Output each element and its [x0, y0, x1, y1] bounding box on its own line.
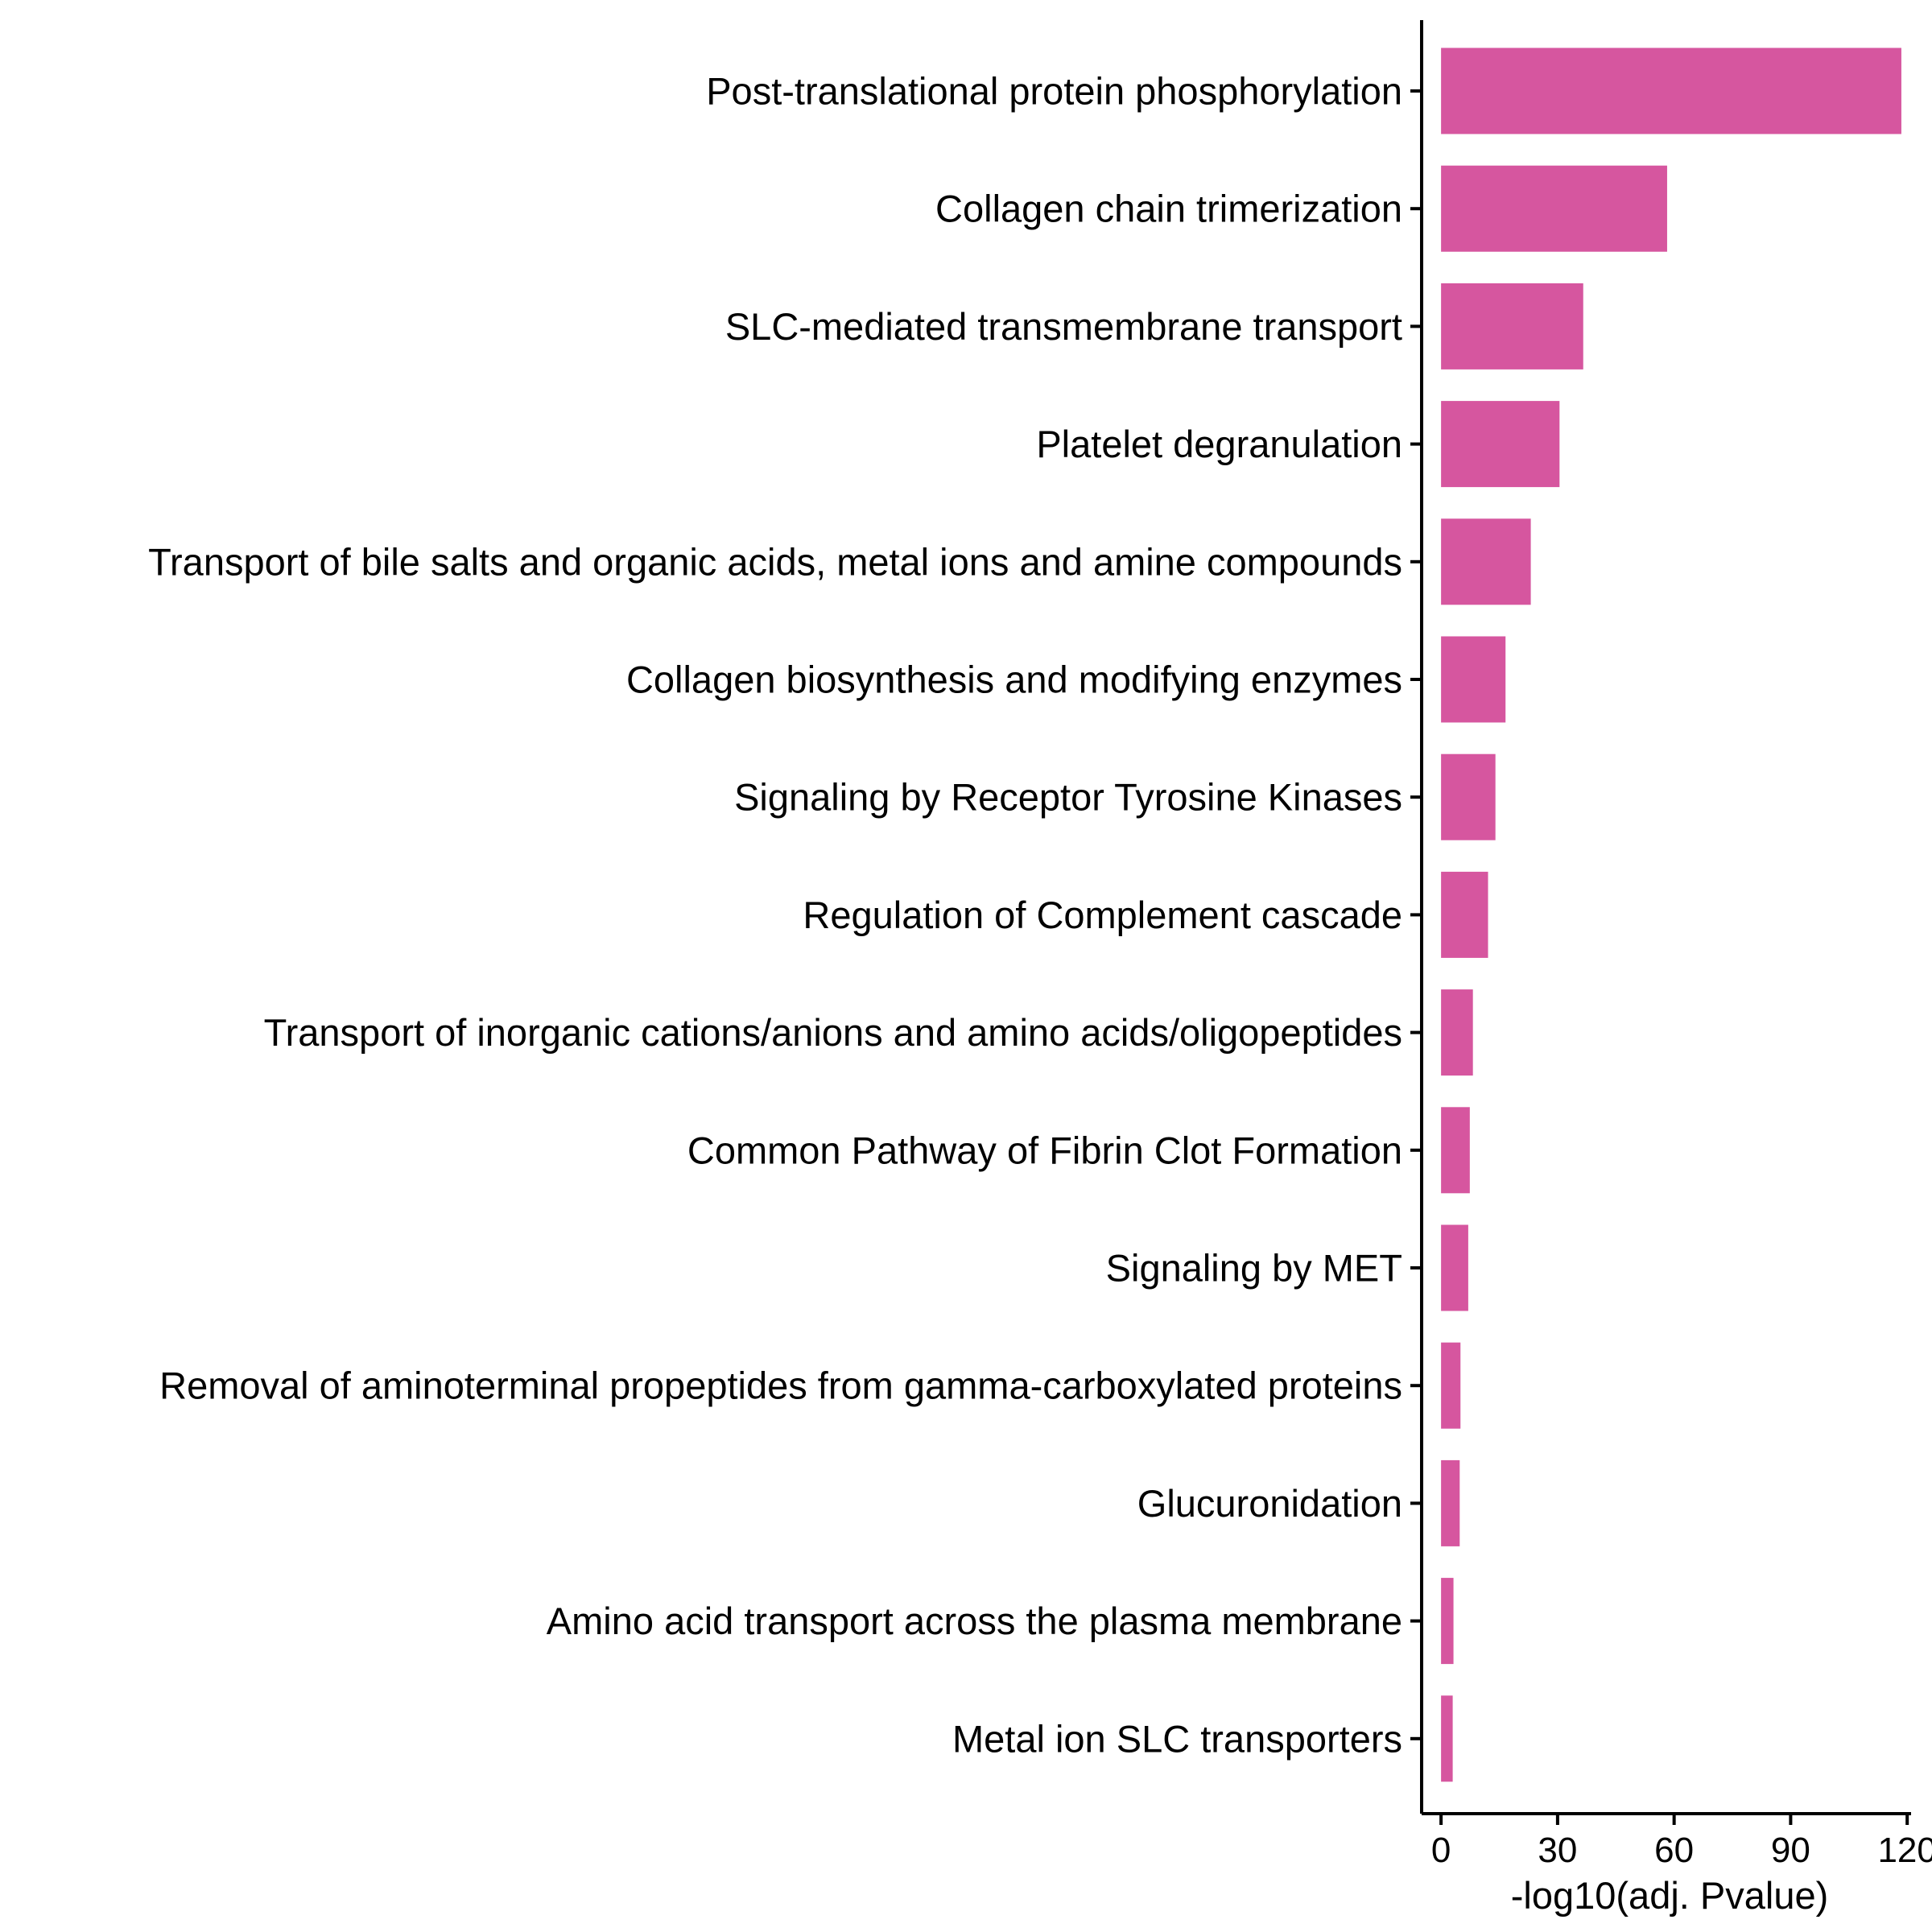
bar [1441, 518, 1531, 605]
bar [1441, 989, 1473, 1076]
category-labels-group: Post-translational protein phosphorylati… [148, 70, 1422, 1760]
category-label: Collagen chain trimerization [935, 188, 1402, 230]
bar [1441, 636, 1506, 723]
category-label: Metal ion SLC transporters [952, 1717, 1402, 1760]
category-label: Post-translational protein phosphorylati… [706, 70, 1402, 113]
bar [1441, 283, 1583, 369]
category-label: Transport of bile salts and organic acid… [148, 540, 1402, 583]
category-label: Regulation of Complement cascade [803, 894, 1402, 936]
x-axis-title: -log10(adj. Pvalue) [1511, 1874, 1829, 1917]
category-label: Common Pathway of Fibrin Clot Formation [687, 1129, 1402, 1171]
category-label: Glucuronidation [1137, 1482, 1402, 1525]
bar [1441, 1342, 1461, 1429]
bar [1441, 1695, 1453, 1782]
category-label: SLC-mediated transmembrane transport [725, 305, 1402, 348]
category-label: Signaling by Receptor Tyrosine Kinases [734, 776, 1402, 819]
x-tick-label: 60 [1654, 1831, 1694, 1870]
category-label: Collagen biosynthesis and modifying enzy… [626, 658, 1402, 701]
x-tick-label: 30 [1538, 1831, 1577, 1870]
category-label: Transport of inorganic cations/anions an… [264, 1011, 1402, 1054]
bar [1441, 1459, 1460, 1546]
bar [1441, 871, 1488, 958]
category-label: Amino acid transport across the plasma m… [547, 1600, 1402, 1642]
bar [1441, 47, 1901, 134]
bar [1441, 1224, 1468, 1311]
bar [1441, 753, 1496, 840]
bar [1441, 1107, 1470, 1194]
category-label: Signaling by MET [1106, 1247, 1402, 1290]
x-tick-label: 0 [1431, 1831, 1451, 1870]
category-label: Platelet degranulation [1036, 423, 1402, 465]
category-label: Removal of aminoterminal propeptides fro… [159, 1364, 1402, 1407]
bars-group [1441, 47, 1901, 1782]
x-axis-group: 0 30 60 90 120 [1422, 1812, 1932, 1870]
x-tick-label: 120 [1877, 1831, 1932, 1870]
bar [1441, 165, 1667, 252]
bar [1441, 401, 1560, 488]
x-tick-label: 90 [1771, 1831, 1810, 1870]
bar [1441, 1578, 1454, 1665]
